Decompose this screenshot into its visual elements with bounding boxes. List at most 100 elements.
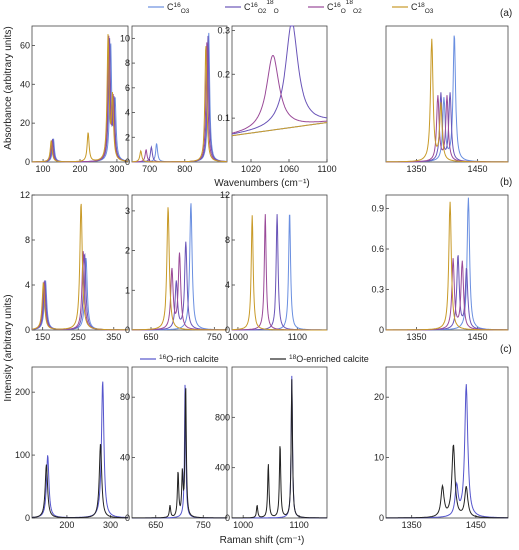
x-tick-label: 1060 bbox=[279, 164, 299, 174]
y-tick-label: 0 bbox=[379, 513, 384, 523]
series-line bbox=[232, 379, 327, 519]
legend-entry: C16O3 bbox=[167, 2, 190, 15]
x-tick-label: 1100 bbox=[317, 164, 336, 174]
y-tick-label: 100 bbox=[15, 450, 30, 460]
y-tick-label: 200 bbox=[15, 387, 30, 397]
y-tick-label: 10 bbox=[120, 33, 130, 43]
y-tick-label: 12 bbox=[20, 190, 30, 200]
x-label-raman-shift: Raman shift (cm⁻¹) bbox=[220, 535, 305, 546]
series-line bbox=[132, 207, 227, 331]
chart-b4: 1350 1450 0 0.3 0.6 0.9 bbox=[371, 194, 509, 342]
x-tick-label: 200 bbox=[59, 520, 74, 530]
x-tick-label: 300 bbox=[103, 520, 118, 530]
x-tick-label: 300 bbox=[109, 164, 124, 174]
series-line bbox=[132, 35, 227, 163]
series-line bbox=[32, 203, 128, 331]
chart-c2: 650 750 0 40 80 bbox=[120, 366, 228, 530]
y-tick-label: 3 bbox=[125, 206, 130, 216]
x-tick-label: 1450 bbox=[467, 164, 487, 174]
legend-entry: C16O18O2 bbox=[327, 0, 362, 15]
legend-entry: 16O-rich calcite bbox=[159, 354, 219, 364]
y-tick-label: 20 bbox=[374, 392, 384, 402]
x-label-wavenumbers: Wavenumbers (cm⁻¹) bbox=[214, 178, 309, 189]
y-tick-label: 0 bbox=[125, 325, 130, 335]
y-tick-label: 12 bbox=[220, 190, 230, 200]
y-tick-label: 0 bbox=[25, 325, 30, 335]
series-line bbox=[32, 35, 128, 163]
series-line bbox=[386, 255, 508, 331]
y-tick-label: 800 bbox=[215, 412, 230, 422]
legend-entry: 18O-enriched calcite bbox=[289, 354, 369, 364]
chart-c3: 1000 1100 0 400 800 bbox=[215, 366, 328, 530]
legend-entry: C16O218O bbox=[244, 0, 279, 15]
y-tick-label: 0 bbox=[25, 157, 30, 167]
y-tick-label: 8 bbox=[225, 235, 230, 245]
y-tick-label: 0.2 bbox=[217, 69, 230, 79]
y-tick-label: 0 bbox=[125, 513, 130, 523]
y-tick-label: 8 bbox=[25, 235, 30, 245]
y-tick-label: 4 bbox=[125, 108, 130, 118]
x-tick-label: 350 bbox=[106, 332, 121, 342]
series-line bbox=[32, 381, 128, 518]
panel-letter-a: (a) bbox=[500, 8, 512, 19]
series-line bbox=[132, 203, 227, 331]
plot-frame bbox=[385, 194, 509, 331]
y-tick-label: 80 bbox=[120, 392, 130, 402]
series-line bbox=[132, 388, 227, 519]
series-line bbox=[32, 34, 128, 163]
series-line bbox=[132, 32, 227, 163]
panel-letter-b: (b) bbox=[500, 177, 512, 188]
y-tick-label: 40 bbox=[20, 79, 30, 89]
series-line bbox=[132, 42, 227, 163]
plot-frame bbox=[385, 25, 509, 163]
y-tick-label: 10 bbox=[374, 453, 384, 463]
series-line bbox=[132, 46, 228, 163]
series-line bbox=[386, 201, 508, 331]
x-tick-label: 700 bbox=[142, 164, 157, 174]
y-tick-label: 0.1 bbox=[217, 113, 230, 123]
y-tick-label: 0.6 bbox=[371, 244, 384, 254]
x-tick-label: 150 bbox=[35, 332, 50, 342]
y-tick-label: 0 bbox=[225, 325, 230, 335]
x-tick-label: 200 bbox=[72, 164, 87, 174]
chart-a2: 700 800 0 2 4 6 8 10 bbox=[120, 25, 228, 174]
series-line bbox=[232, 214, 327, 331]
plot-frame bbox=[231, 366, 328, 519]
x-tick-label: 1100 bbox=[288, 332, 307, 342]
chart-c1: 200 300 0 100 200 bbox=[15, 366, 129, 530]
y-tick-label: 2 bbox=[125, 132, 130, 142]
plot-frame bbox=[131, 25, 228, 163]
series-line bbox=[386, 444, 508, 519]
x-tick-label: 1100 bbox=[289, 520, 308, 530]
series-line bbox=[386, 95, 508, 163]
series-line bbox=[386, 92, 508, 163]
plot-frame bbox=[131, 194, 228, 331]
series-line bbox=[32, 444, 128, 519]
series-line bbox=[386, 38, 508, 163]
y-tick-label: 0 bbox=[225, 513, 230, 523]
x-tick-label: 1350 bbox=[406, 332, 426, 342]
y-tick-label: 4 bbox=[225, 280, 230, 290]
y-tick-label: 0.9 bbox=[371, 204, 384, 214]
legend-bottom: 16O-rich calcite 18O-enriched calcite bbox=[140, 354, 369, 364]
series-line bbox=[386, 384, 508, 519]
x-tick-label: 1450 bbox=[466, 520, 486, 530]
panel-letter-c: (c) bbox=[500, 344, 512, 355]
y-tick-label: 0 bbox=[379, 325, 384, 335]
y-tick-label: 1 bbox=[125, 285, 130, 295]
y-tick-label: 400 bbox=[215, 463, 230, 473]
y-tick-label: 20 bbox=[20, 118, 30, 128]
x-tick-label: 650 bbox=[143, 332, 158, 342]
x-tick-label: 750 bbox=[196, 520, 211, 530]
x-tick-label: 1350 bbox=[402, 520, 422, 530]
plot-frame bbox=[31, 194, 129, 331]
y-tick-label: 0.3 bbox=[371, 285, 384, 295]
y-tick-label: 60 bbox=[20, 40, 30, 50]
y-tick-label: 0 bbox=[25, 513, 30, 523]
y-label-intensity: Intensity (arbitrary units) bbox=[3, 294, 14, 401]
x-tick-label: 1350 bbox=[406, 164, 426, 174]
